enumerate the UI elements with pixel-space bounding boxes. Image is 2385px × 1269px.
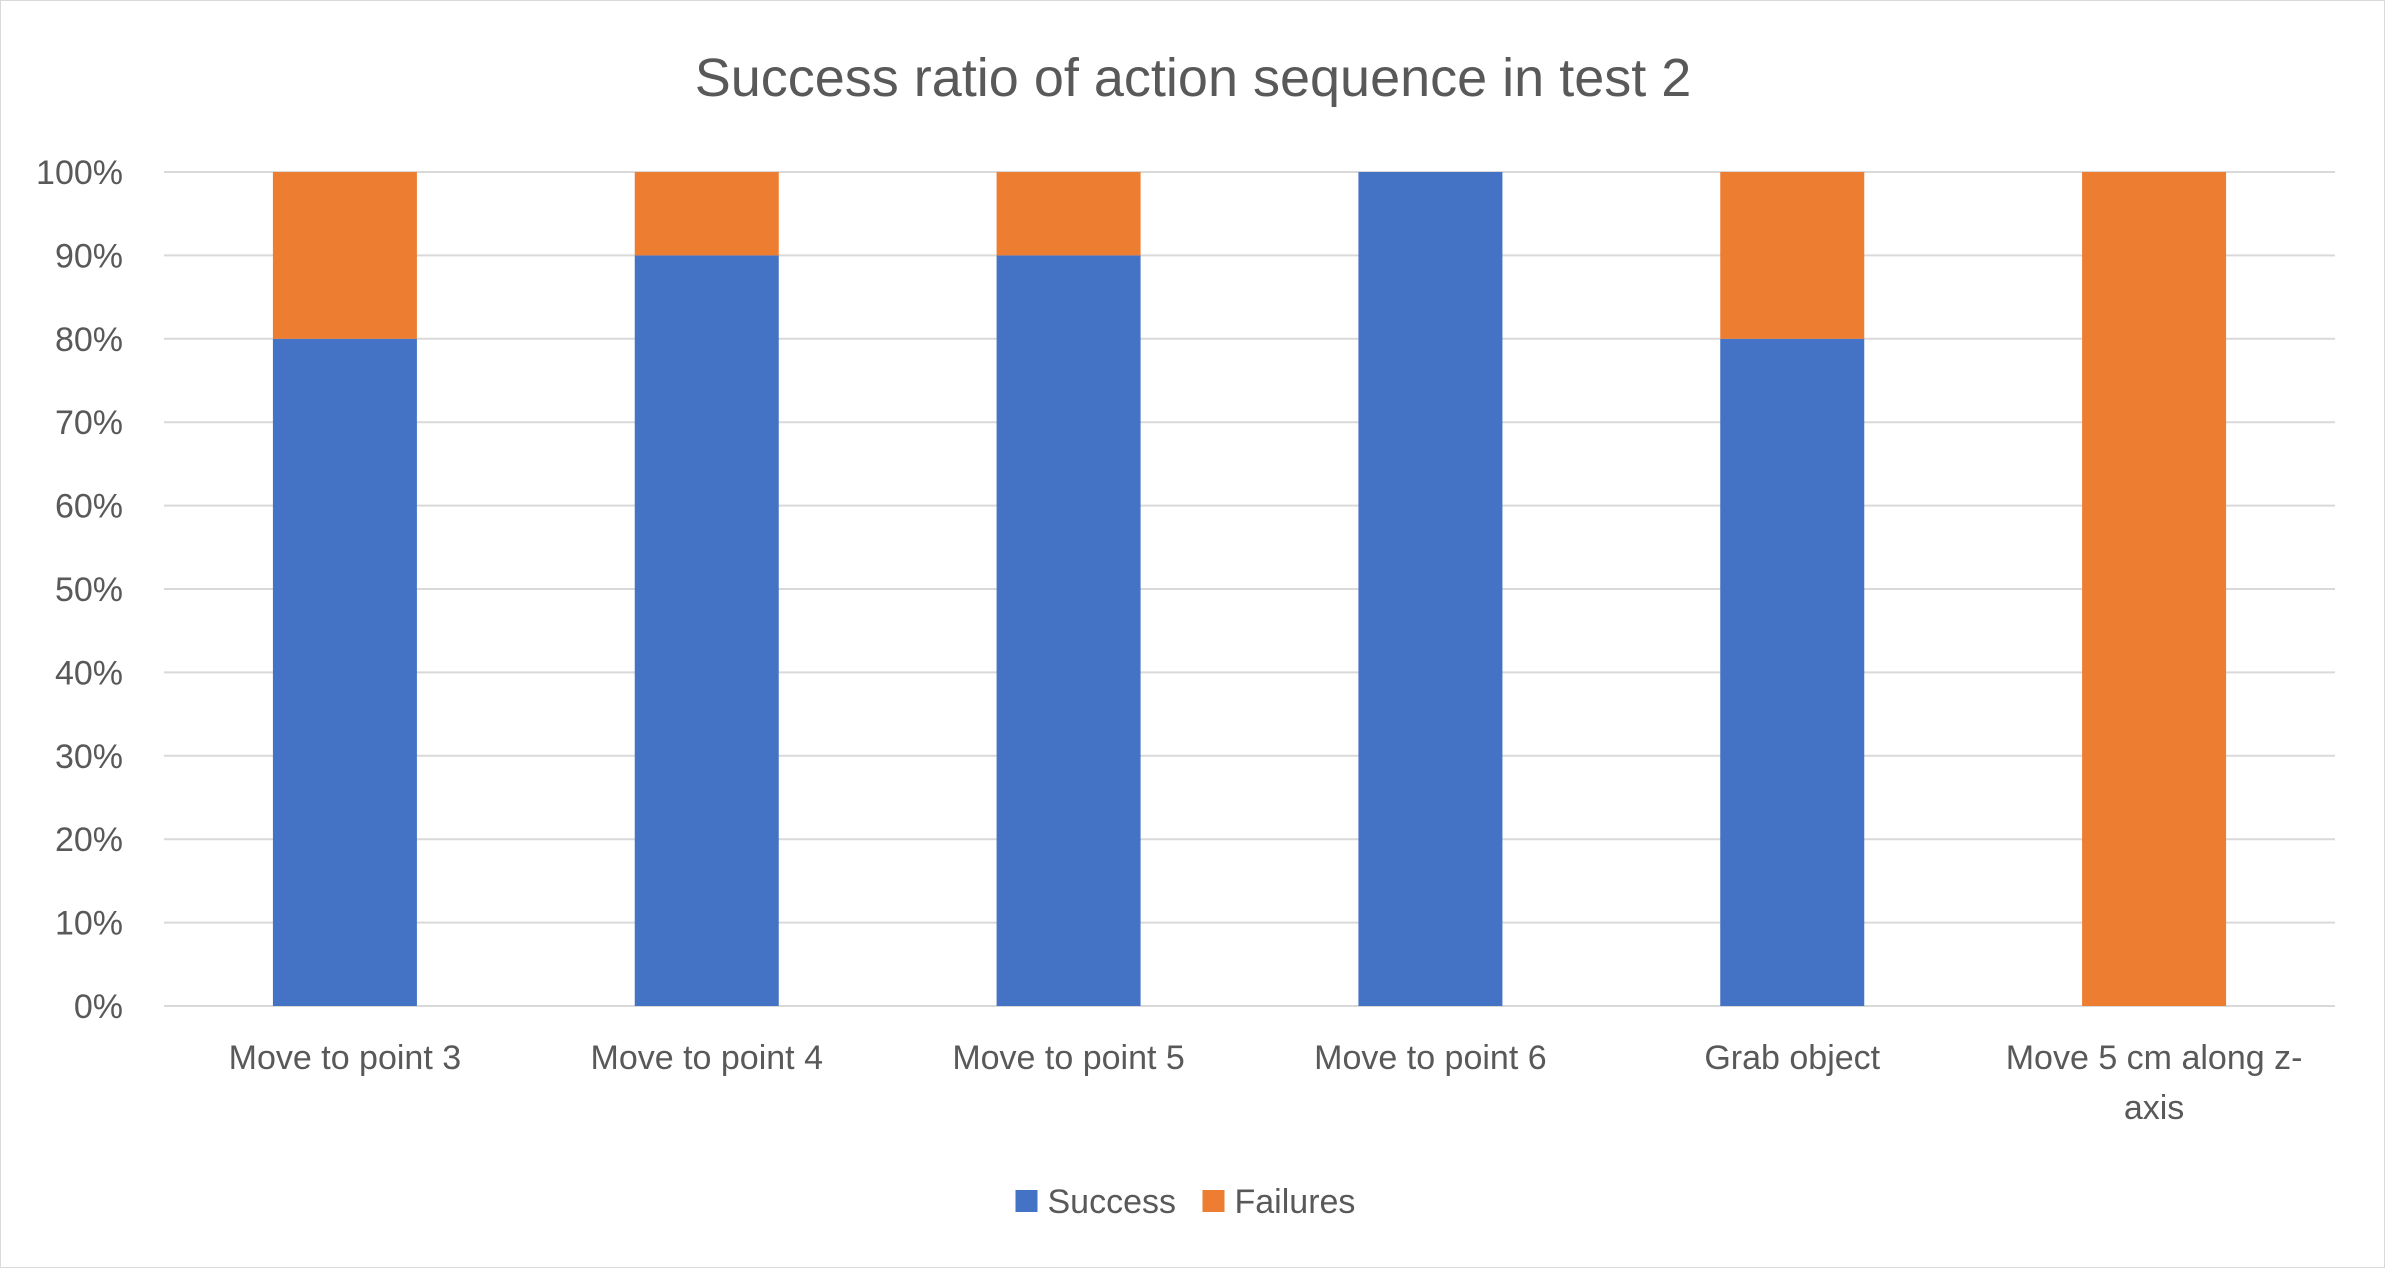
gridlines (164, 171, 2335, 1007)
legend: Success Failures (1015, 1183, 1356, 1221)
x-tick-label: Move to point 6 (1314, 1039, 1546, 1077)
y-tick-label: 70% (55, 404, 123, 442)
y-tick-label: 0% (74, 988, 123, 1026)
y-tick-label: 50% (55, 571, 123, 609)
x-tick-label: Move to point 3 (229, 1039, 461, 1077)
x-tick-label: Move to point 4 (591, 1039, 823, 1077)
bar-failures-2 (634, 172, 779, 256)
bar-success-2 (634, 255, 779, 1006)
bar-failures-3 (996, 172, 1141, 256)
legend-label: Success (1048, 1183, 1177, 1221)
x-tick-label: Grab object (1704, 1039, 1880, 1077)
bars (272, 172, 2227, 1006)
bar-success-3 (996, 255, 1141, 1006)
y-axis-tick-labels: 0% 10% 20% 30% 40% 50% 60% 70% 80% 90% 100% (36, 154, 123, 1026)
y-tick-label: 20% (55, 821, 123, 859)
x-tick-label: Move 5 cm along z-axis (2006, 1039, 2303, 1127)
legend-label: Failures (1235, 1183, 1356, 1221)
legend-item-failures: Failures (1202, 1183, 1356, 1221)
bar-success-1 (272, 338, 417, 1006)
legend-swatch (1202, 1190, 1225, 1212)
bar-failures-6 (2082, 172, 2227, 1006)
y-tick-label: 40% (55, 654, 123, 692)
bar-success-4 (1358, 172, 1503, 1006)
bar-success-5 (1720, 338, 1865, 1006)
y-tick-label: 60% (55, 488, 123, 526)
legend-swatch (1015, 1190, 1038, 1212)
x-tick-label: Move to point 5 (952, 1039, 1184, 1077)
y-tick-label: 80% (55, 321, 123, 359)
chart-title: Success ratio of action sequence in test… (695, 48, 1692, 108)
bar-failures-5 (1720, 172, 1865, 339)
x-axis-tick-labels: Move to point 3 Move to point 4 Move to po… (229, 1039, 2303, 1127)
y-tick-label: 90% (55, 237, 123, 275)
bar-failures-1 (272, 172, 417, 339)
y-tick-label: 10% (55, 905, 123, 943)
legend-item-success: Success (1015, 1183, 1177, 1221)
y-tick-label: 100% (36, 154, 123, 192)
y-tick-label: 30% (55, 738, 123, 776)
